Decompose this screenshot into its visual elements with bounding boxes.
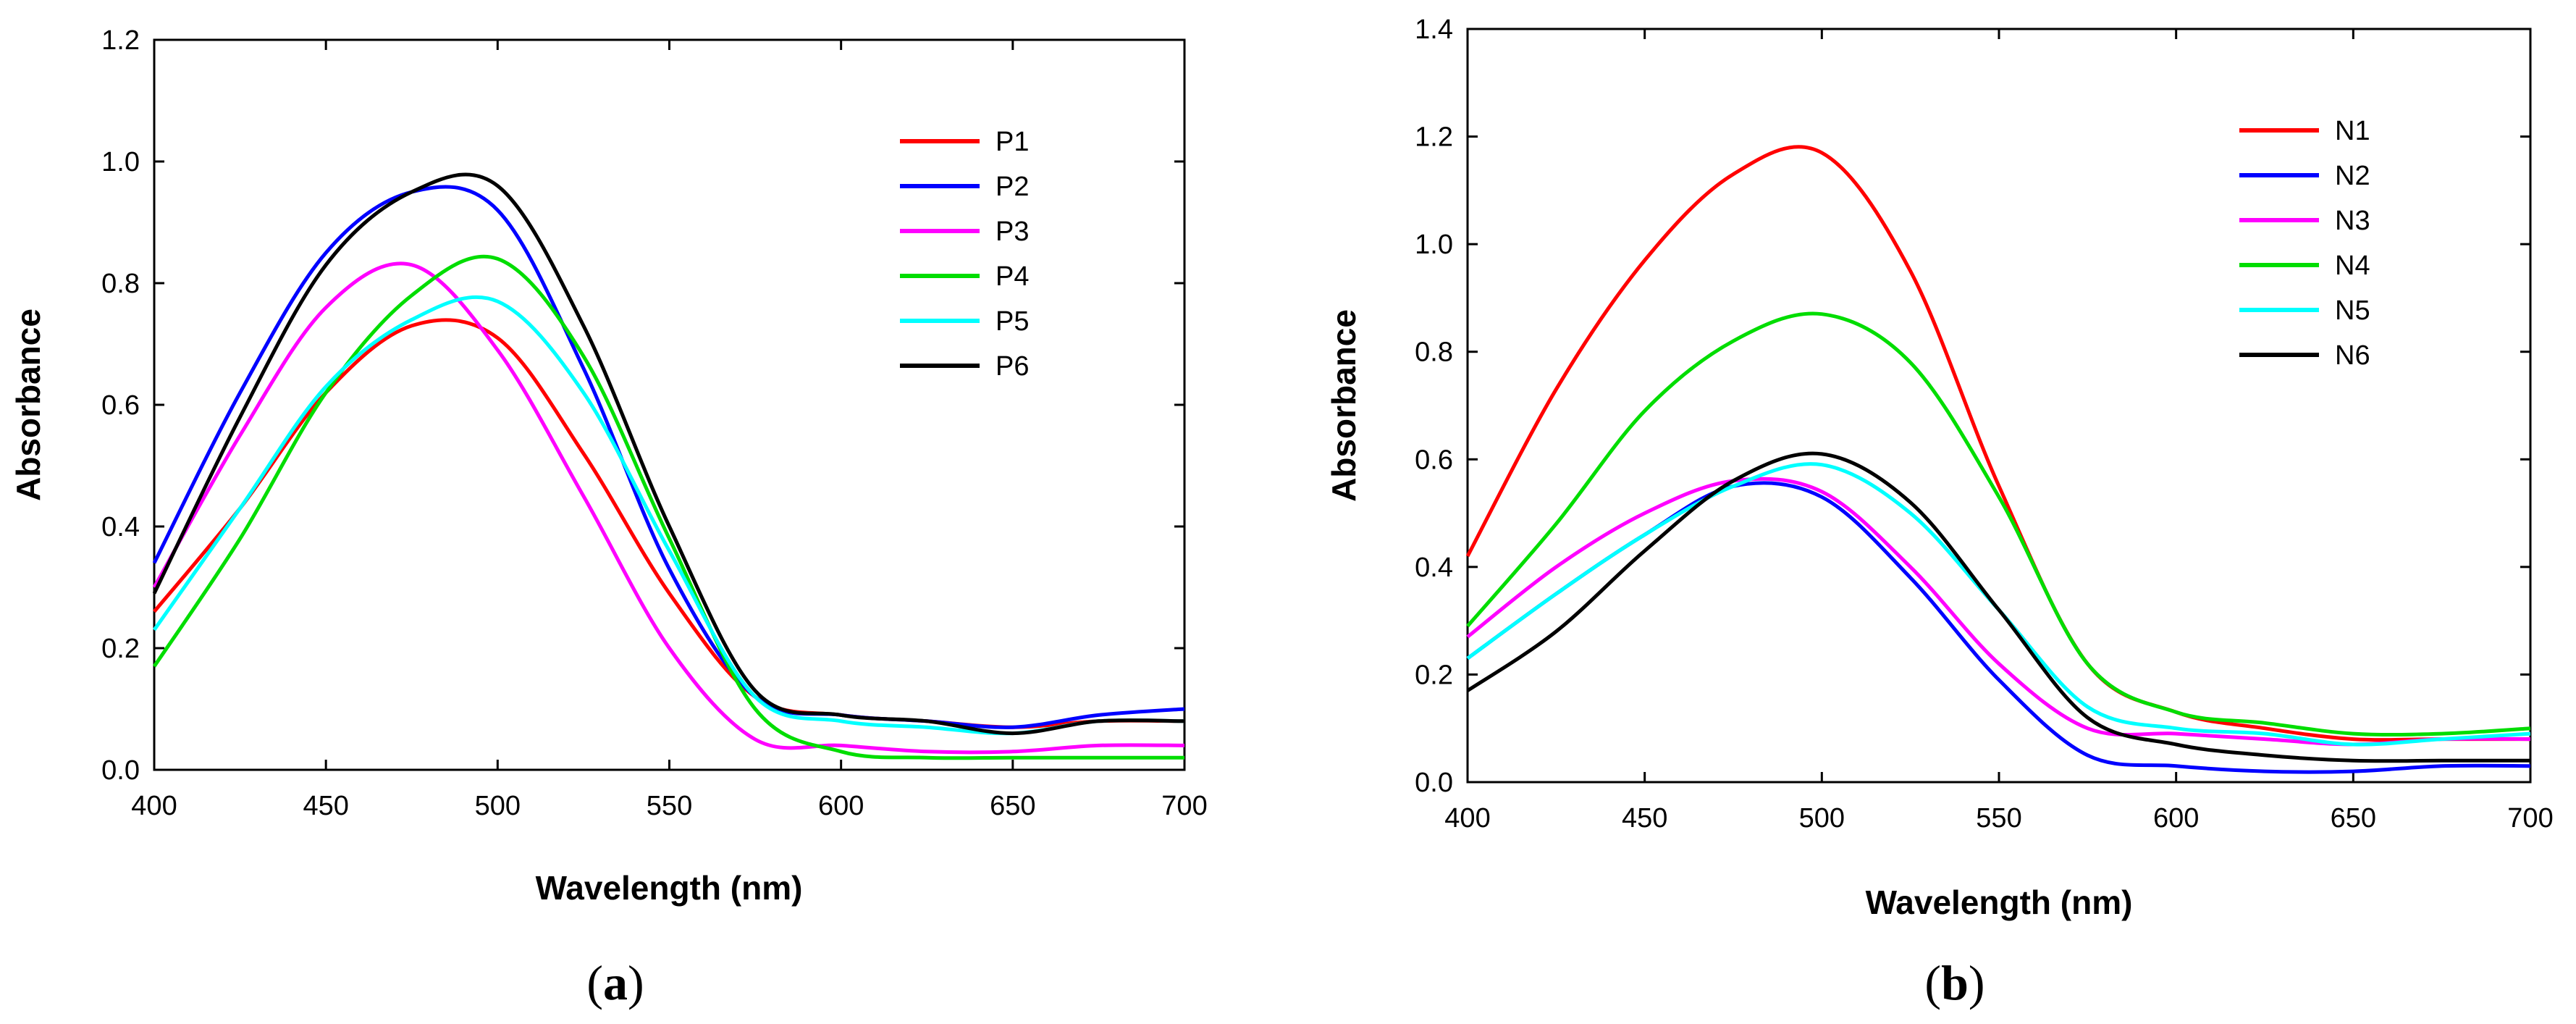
y-tick-labels: 0.0 0.2 0.4 0.6 0.8 1.0 1.2 1.4: [1415, 14, 1453, 798]
legend-label-p5: P5: [996, 306, 1029, 337]
y-tick-labels: 0.0 0.2 0.4 0.6 0.8 1.0 1.2: [101, 25, 140, 786]
x-tick-label: 500: [475, 791, 521, 821]
y-tick-label: 1.0: [101, 147, 140, 177]
y-tick-label: 0.2: [1415, 660, 1453, 690]
legend-label-p1: P1: [996, 127, 1029, 157]
legend-label-n4: N4: [2335, 251, 2370, 281]
y-tick-label: 0.8: [101, 269, 140, 299]
legend: N1 N2 N3 N4 N5 N6: [2239, 116, 2370, 371]
y-tick-label: 0.6: [1415, 445, 1453, 475]
y-tick-label: 0.4: [101, 512, 140, 542]
x-tick-labels: 400 450 500 550 600 650 700: [131, 791, 1207, 821]
series-line-p4: [152, 254, 1184, 760]
x-axis-title: Wavelength (nm): [1866, 884, 2133, 921]
series-group: [1465, 145, 2531, 774]
series-line-p3: [152, 261, 1185, 755]
y-tick-label: 0.6: [101, 390, 140, 421]
x-tick-label: 400: [1444, 803, 1490, 834]
x-tick-label: 450: [1622, 803, 1667, 834]
legend-label-p4: P4: [996, 261, 1029, 292]
legend-label-n5: N5: [2335, 295, 2370, 326]
x-tick-label: 400: [131, 791, 177, 821]
panel-label-a: (a): [586, 955, 644, 1010]
chart-panel-b: 400 450 500 550 600 650 700 0.0 0.2 0.4 0.6 0.8 1.0…: [1325, 14, 2554, 1010]
series-line-n4: [1466, 311, 2531, 737]
legend-label-p2: P2: [996, 172, 1029, 202]
y-axis-title: Absorbance: [9, 309, 47, 501]
y-tick-label: 1.0: [1415, 230, 1453, 260]
y-tick-label: 0.4: [1415, 553, 1453, 583]
legend-label-n6: N6: [2335, 340, 2370, 371]
y-tick-label: 1.4: [1415, 14, 1453, 45]
x-tick-label: 650: [990, 791, 1035, 821]
series-group: [152, 172, 1185, 760]
x-tick-label: 600: [2153, 803, 2199, 834]
y-axis-title: Absorbance: [1325, 309, 1363, 502]
x-tick-label: 550: [647, 791, 692, 821]
chart-panel-a: 400 450 500 550 600 650 700 0.0 0.2 0.4 0.6 0.8 1.0…: [9, 25, 1208, 1010]
x-tick-label: 450: [303, 791, 348, 821]
x-tick-label: 550: [1976, 803, 2021, 834]
x-tick-labels: 400 450 500 550 600 650 700: [1444, 803, 2553, 834]
legend-label-n3: N3: [2335, 206, 2370, 236]
legend-label-n2: N2: [2335, 161, 2370, 191]
axis-ticks: [1466, 28, 2532, 784]
legend-label-n1: N1: [2335, 116, 2370, 146]
x-tick-label: 700: [1161, 791, 1207, 821]
x-tick-label: 650: [2331, 803, 2376, 834]
y-tick-label: 0.8: [1415, 337, 1453, 368]
x-tick-label: 700: [2507, 803, 2553, 834]
y-tick-label: 1.2: [1415, 122, 1453, 153]
legend-label-p3: P3: [996, 217, 1029, 247]
legend: P1 P2 P3 P4 P5 P6: [900, 127, 1029, 382]
series-line-n1: [1465, 145, 2530, 742]
axis-ticks: [153, 38, 1186, 771]
y-tick-label: 0.0: [101, 755, 140, 786]
x-tick-label: 600: [818, 791, 864, 821]
legend-label-p6: P6: [996, 351, 1029, 382]
x-tick-label: 500: [1799, 803, 1845, 834]
y-tick-label: 0.0: [1415, 768, 1453, 798]
series-line-n6: [1466, 451, 2530, 763]
series-line-p6: [152, 172, 1185, 736]
x-axis-title: Wavelength (nm): [536, 869, 803, 907]
y-tick-label: 0.2: [101, 634, 140, 664]
y-tick-label: 1.2: [101, 25, 140, 56]
panel-label-b: (b): [1924, 955, 1984, 1010]
